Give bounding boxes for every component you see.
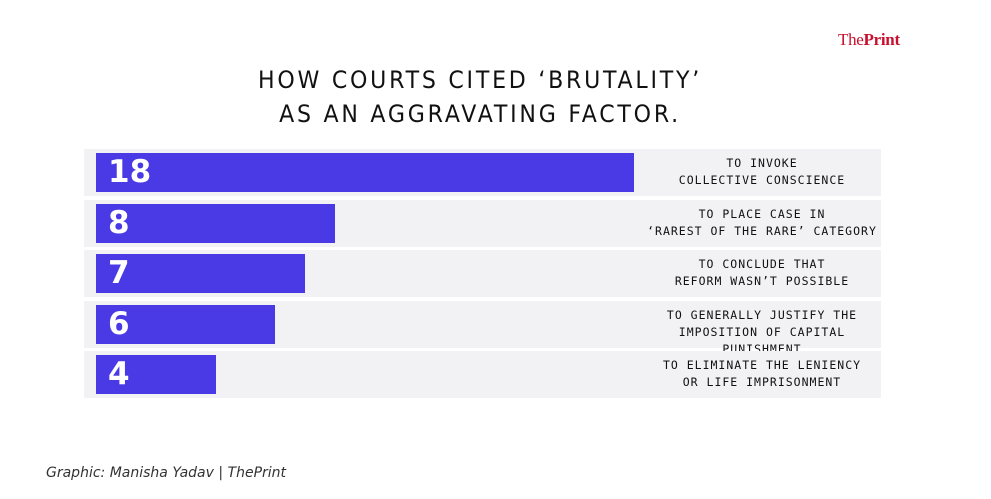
- category-label: TO CONCLUDE THAT REFORM WASN’T POSSIBLE: [674, 257, 850, 288]
- chart-row: 8 TO PLACE CASE IN ‘RAREST OF THE RARE’ C…: [84, 200, 881, 247]
- chart-row: 6 TO GENERALLY JUSTIFY THE IMPOSITION OF …: [84, 301, 881, 356]
- category-label: TO ELIMINATE THE LENIENCY OR LIFE IMPRIS…: [662, 358, 862, 389]
- bar: 8: [96, 204, 335, 243]
- bar: 4: [96, 355, 216, 394]
- bar-value-label: 18: [108, 154, 152, 190]
- bar-value-label: 8: [108, 205, 130, 241]
- logo-the-text: The: [838, 30, 864, 49]
- bar: 6: [96, 305, 275, 344]
- chart-row: 7 TO CONCLUDE THAT REFORM WASN’T POSSIBLE: [84, 250, 881, 297]
- category-label: TO INVOKE COLLECTIVE CONSCIENCE: [678, 156, 846, 187]
- category-label: TO PLACE CASE IN ‘RAREST OF THE RARE’ CA…: [647, 207, 877, 238]
- graphic-credit: Graphic: Manisha Yadav | ThePrint: [46, 465, 287, 481]
- bar: 7: [96, 254, 305, 293]
- bar-chart: 18 TO INVOKE COLLECTIVE CONSCIENCE 8 TO PLA…: [84, 149, 881, 398]
- chart-row: 18 TO INVOKE COLLECTIVE CONSCIENCE: [84, 149, 881, 196]
- bar-value-label: 4: [108, 356, 130, 392]
- theprint-logo: ThePrint: [838, 30, 900, 50]
- bar-value-label: 6: [108, 306, 130, 342]
- chart-title-line-1: HOW COURTS CITED ‘BRUTALITY’: [257, 66, 703, 94]
- chart-title-line-2: AS AN AGGRAVATING FACTOR.: [279, 100, 681, 128]
- bar: 18: [96, 153, 634, 192]
- bar-value-label: 7: [108, 255, 130, 291]
- chart-row: 4 TO ELIMINATE THE LENIENCY OR LIFE IMPRI…: [84, 351, 881, 398]
- logo-print-text: Print: [863, 30, 901, 49]
